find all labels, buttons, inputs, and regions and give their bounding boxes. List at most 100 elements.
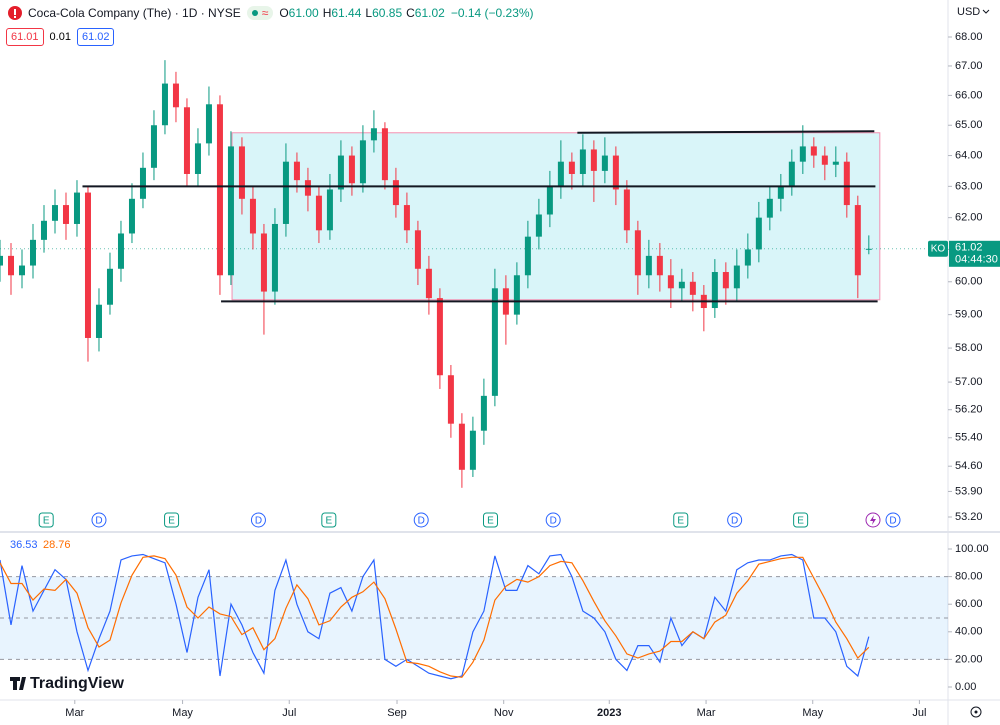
event-marker	[482, 512, 498, 528]
candle-body	[590, 149, 597, 171]
x-tick-label: Jul	[912, 707, 926, 719]
d-value: 28.76	[43, 539, 71, 551]
symbol-tag	[928, 240, 948, 257]
y-tick-label: 60.00	[955, 598, 983, 610]
candle-body	[865, 248, 872, 250]
event-marker	[545, 512, 561, 528]
candle-body	[458, 423, 465, 470]
candle-body	[568, 161, 575, 174]
event-label: D	[95, 516, 102, 527]
y-tick-label: 80.00	[955, 571, 983, 583]
candle-body	[579, 149, 586, 174]
candle-body	[623, 189, 630, 231]
symbol-logo	[8, 6, 22, 20]
event-marker	[673, 512, 689, 528]
candle-body	[436, 298, 443, 376]
x-tick-label: Jul	[282, 707, 296, 719]
candle-body	[524, 236, 531, 276]
candle-body	[491, 288, 498, 396]
candle-body	[711, 272, 718, 309]
ohlc-key: C	[406, 6, 415, 20]
candle-body	[7, 255, 14, 276]
event-label: D	[889, 516, 896, 527]
settings-icon[interactable]	[970, 706, 982, 718]
symbol-title[interactable]: Coca-Cola Company (The) · 1D · NYSE	[28, 6, 241, 20]
candle-body	[667, 275, 674, 289]
ohlc-item: L60.85	[365, 6, 402, 20]
candle-body	[403, 205, 410, 231]
status-badge[interactable]: ≈	[246, 6, 274, 20]
candle-body	[799, 146, 806, 162]
event-label: E	[677, 516, 684, 527]
candle-body	[150, 125, 157, 168]
candle-body	[128, 198, 135, 234]
x-tick-label: May	[172, 707, 193, 719]
y-tick-label: 63.00	[955, 180, 983, 192]
currency[interactable]: USD	[957, 6, 980, 18]
brand-logo	[10, 677, 26, 690]
price-tag-label: 61.02	[955, 242, 983, 254]
ohlc-value: 61.00	[288, 6, 319, 20]
candle-body	[766, 198, 773, 218]
candle-body	[370, 128, 377, 141]
event-marker	[885, 512, 901, 528]
candle-body	[469, 430, 476, 470]
candle-body	[29, 239, 36, 266]
candle-body	[282, 161, 289, 224]
flash-bolt	[870, 515, 876, 525]
candle-body	[18, 265, 25, 276]
gear[interactable]	[970, 706, 982, 718]
candle-body	[194, 143, 201, 174]
x-tick-label: Mar	[65, 707, 84, 719]
y-tick-label: 64.00	[955, 149, 983, 161]
candle-body	[0, 255, 3, 266]
candle-body	[755, 217, 762, 250]
y-tick-label: 66.00	[955, 89, 983, 101]
header: Coca-Cola Company (The) · 1D · NYSE ≈ O6…	[8, 6, 534, 20]
spread: 0.01	[49, 31, 71, 43]
flash-icon	[865, 512, 881, 528]
event-label: E	[168, 516, 175, 527]
ask[interactable]: 61.02	[76, 28, 115, 46]
candle-body	[183, 107, 190, 174]
x-tick-label: Mar	[697, 707, 716, 719]
candle-body	[689, 281, 696, 295]
x-tick-label: 2023	[597, 707, 621, 719]
y-tick-label: 59.00	[955, 309, 983, 321]
y-tick-label: 54.60	[955, 460, 983, 472]
candle-body	[733, 265, 740, 289]
candle-body	[161, 83, 168, 126]
event-label: E	[797, 516, 804, 527]
bid[interactable]: 61.01	[6, 28, 44, 46]
price-tag	[949, 240, 1000, 267]
candle-body	[381, 128, 388, 181]
candle-body	[546, 186, 553, 215]
ohlc-item: H61.44	[323, 6, 362, 20]
candle-body	[73, 192, 80, 224]
ohlc-item: C61.02	[406, 6, 445, 20]
candle-body	[260, 233, 267, 292]
trend-line	[577, 130, 875, 134]
event-label: D	[418, 516, 425, 527]
change: −0.14 (−0.23%)	[450, 6, 534, 20]
gear-center	[974, 710, 978, 714]
y-tick-label: 55.40	[955, 432, 983, 444]
candle-body	[205, 104, 212, 144]
quote-row: 61.01 0.01 61.02	[6, 28, 115, 46]
currency-caret	[982, 9, 990, 14]
ohlc-value: 60.85	[372, 6, 403, 20]
y-tick-label: 68.00	[955, 31, 983, 43]
event-label: E	[43, 516, 50, 527]
candle-body	[139, 167, 146, 199]
candle-body	[656, 255, 663, 276]
candle-body	[315, 195, 322, 231]
candle-body	[348, 155, 355, 184]
countdown: 04:44:30	[955, 254, 998, 266]
candle-body	[293, 161, 300, 181]
candle-body	[62, 205, 69, 224]
candle-body	[337, 155, 344, 190]
event-marker	[793, 512, 809, 528]
candle-body	[557, 161, 564, 187]
candle-body	[821, 155, 828, 165]
